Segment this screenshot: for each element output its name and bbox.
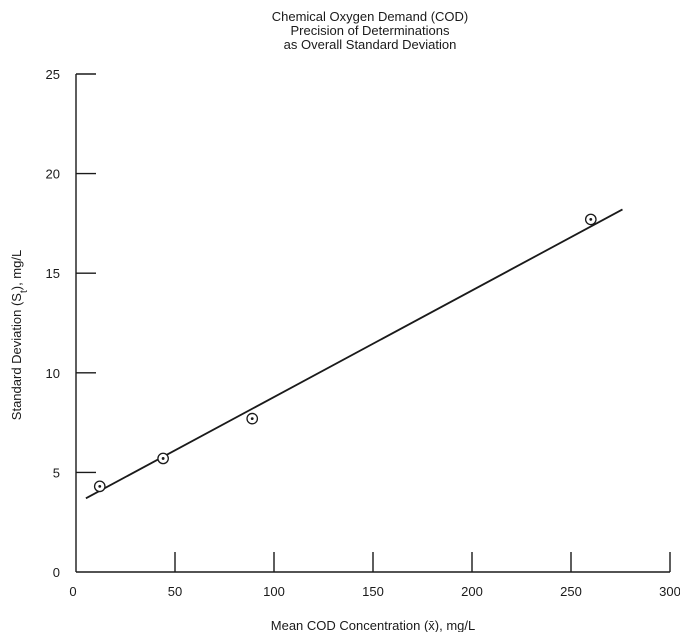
chart-title-line: as Overall Standard Deviation [284, 37, 457, 52]
chart-title-line: Chemical Oxygen Demand (COD) [272, 9, 469, 24]
y-tick-label: 5 [53, 465, 60, 480]
regression-line [85, 208, 623, 500]
y-tick-label: 20 [46, 167, 60, 182]
x-tick-label: 150 [362, 584, 384, 599]
y-axis-label: Standard Deviation (St), mg/L [9, 250, 30, 420]
y-tick-label: 10 [46, 366, 60, 381]
x-tick-label: 0 [69, 584, 76, 599]
y-tick-label: 15 [46, 266, 60, 281]
y-tick-label: 25 [46, 67, 60, 82]
data-point [93, 480, 106, 493]
data-point [584, 213, 597, 226]
x-tick-label: 250 [560, 584, 582, 599]
data-point-center [250, 417, 254, 421]
x-tick-label: 300 [659, 584, 680, 599]
x-axis-label: Mean COD Concentration (x̄), mg/L [271, 618, 475, 632]
x-tick-label: 50 [168, 584, 182, 599]
y-axis-ticks: 0 5 10 15 20 25 [46, 67, 96, 580]
data-point-center [161, 457, 165, 460]
chart-title-line: Precision of Determinations [291, 23, 450, 38]
y-tick-label: 0 [53, 565, 60, 580]
data-point [157, 452, 169, 465]
x-axis-ticks: 0 50 100 150 200 250 300 [69, 552, 680, 599]
data-point-center [589, 218, 593, 221]
x-tick-label: 100 [263, 584, 285, 599]
data-points [93, 213, 597, 493]
x-tick-label: 200 [461, 584, 483, 599]
chart-title: Chemical Oxygen Demand (COD)Precision of… [272, 9, 469, 52]
data-point-center [98, 484, 102, 488]
data-point [246, 412, 259, 425]
